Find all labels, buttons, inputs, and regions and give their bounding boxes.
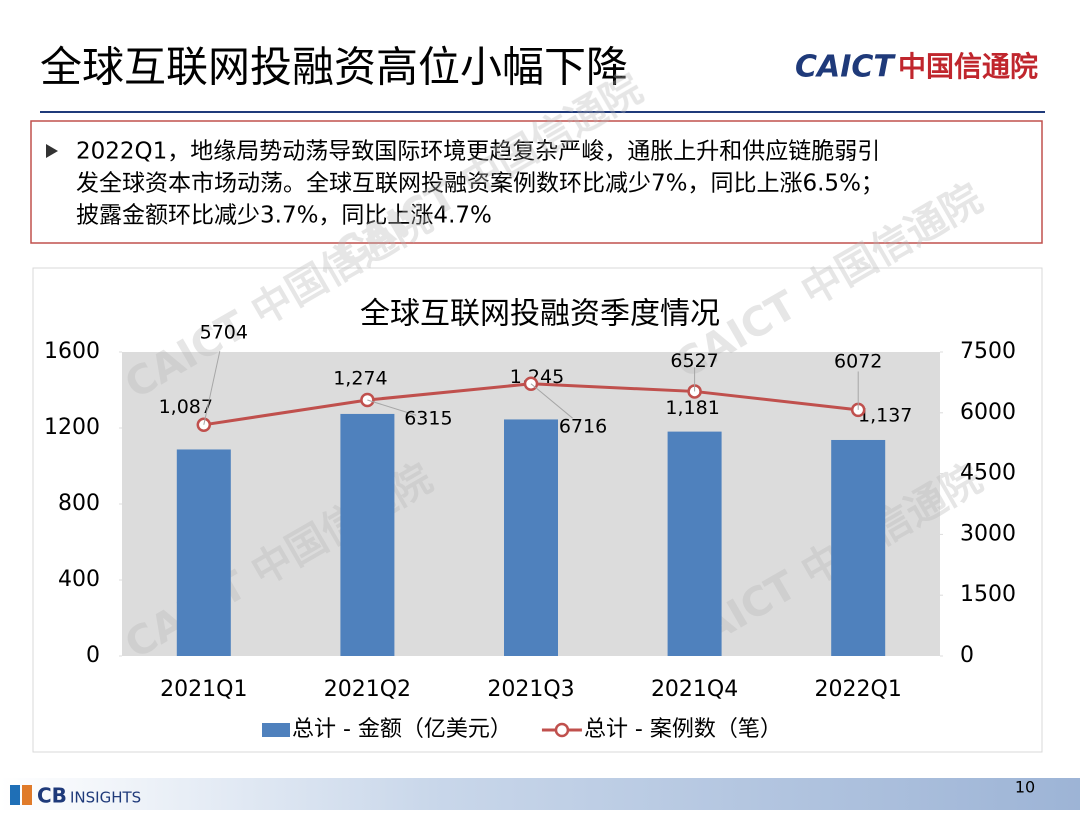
x-tick-label: 2022Q1 [815, 677, 902, 702]
x-tick-label: 2021Q4 [651, 677, 738, 702]
bar-value-label: 1,181 [665, 397, 719, 419]
y2-tick-label: 0 [960, 643, 974, 668]
footer-brand-suffix: INSIGHTS [70, 789, 141, 807]
footer-logo-icon [22, 785, 32, 805]
bar-value-label: 1,245 [510, 366, 564, 388]
y2-tick-label: 6000 [960, 400, 1016, 425]
leader-line [367, 399, 417, 416]
line-value-label: 6716 [559, 415, 607, 437]
line-value-label: 6072 [834, 350, 882, 372]
slide-title: 全球互联网投融资高位小幅下降 [40, 43, 628, 92]
line-value-label: 6527 [670, 350, 718, 372]
bar [504, 419, 558, 656]
bullet-line: 2022Q1，地缘局势动荡导致国际环境更趋复杂严峻，通胀上升和供应链脆弱引 [76, 139, 880, 165]
logo-en: CAICT [795, 50, 896, 85]
leader-line [203, 351, 221, 425]
y-tick-label: 800 [58, 491, 100, 516]
bullet-line: 披露金额环比减少3.7%，同比上涨4.7% [76, 203, 492, 229]
x-tick-label: 2021Q1 [160, 677, 247, 702]
legend-swatch [554, 722, 570, 738]
y2-tick-label: 3000 [960, 521, 1016, 546]
legend-swatch [262, 723, 290, 737]
bar [667, 431, 722, 656]
line-value-label: 6315 [404, 408, 452, 430]
legend-label: 总计 - 案例数（笔） [584, 717, 782, 742]
bar [831, 439, 886, 656]
footer-logo-icon [10, 785, 20, 805]
x-tick-label: 2021Q3 [487, 677, 574, 702]
legend-label: 总计 - 金额（亿美元） [292, 717, 512, 742]
y-tick-label: 1200 [44, 415, 100, 440]
footer-band [0, 778, 1080, 810]
leader-line [530, 383, 573, 419]
y-tick-label: 0 [86, 643, 100, 668]
y2-tick-label: 4500 [960, 461, 1016, 486]
bar [340, 413, 395, 656]
bar [176, 449, 231, 656]
bar-value-label: 1,137 [858, 404, 912, 426]
chart-title: 全球互联网投融资季度情况 [360, 297, 720, 332]
bullet-line: 发全球资本市场动荡。全球互联网投融资案例数环比减少7%，同比上涨6.5%； [76, 171, 884, 197]
y-tick-label: 1600 [44, 339, 100, 364]
logo-cn: 中国信通院 [898, 50, 1038, 83]
bar-value-label: 1,087 [159, 396, 213, 418]
bullet-arrow [46, 144, 58, 158]
bullet-box [30, 120, 1043, 244]
page-number: 10 [1015, 778, 1035, 797]
footer-brand: CB [37, 784, 67, 808]
y-tick-label: 400 [58, 567, 100, 592]
bar-value-label: 1,274 [333, 367, 387, 389]
line-value-label: 5704 [200, 321, 248, 343]
x-tick-label: 2021Q2 [324, 677, 411, 702]
y2-tick-label: 1500 [960, 582, 1016, 607]
y2-tick-label: 7500 [960, 339, 1016, 364]
